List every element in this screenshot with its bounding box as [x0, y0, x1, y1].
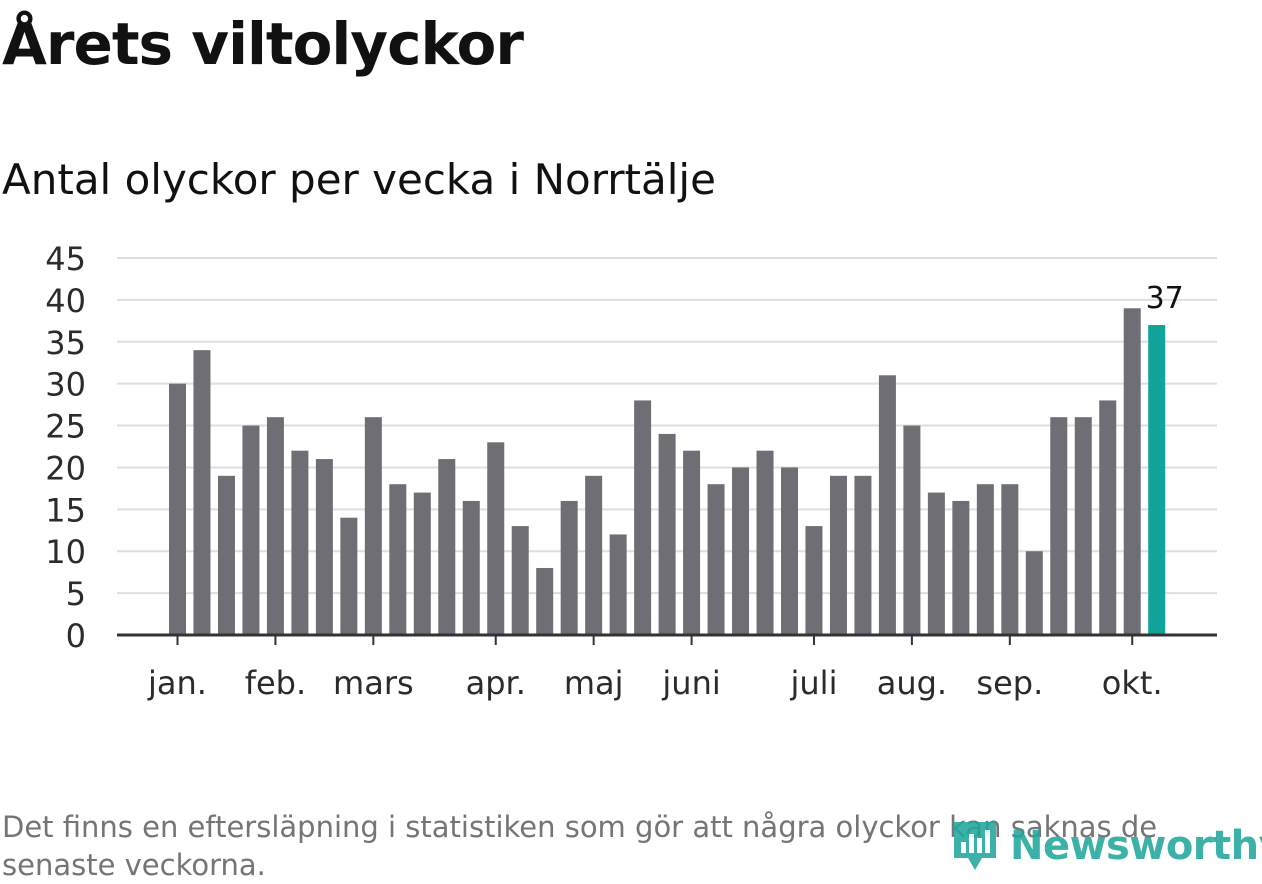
bar — [707, 484, 725, 635]
bar — [878, 375, 896, 635]
bar — [438, 459, 456, 635]
bar — [829, 475, 847, 635]
bar — [854, 475, 872, 635]
x-tick-label: juni — [661, 664, 720, 702]
bar — [413, 492, 431, 635]
bar — [976, 484, 994, 635]
y-tick-label: 20 — [45, 449, 86, 487]
bar — [1123, 308, 1141, 635]
bar — [732, 467, 750, 635]
bar — [536, 567, 554, 635]
bar — [266, 417, 284, 635]
bar — [1025, 551, 1043, 635]
bar — [683, 450, 701, 635]
x-tick-label: apr. — [466, 664, 526, 702]
bar — [511, 526, 529, 635]
bar — [1099, 400, 1117, 635]
bar — [609, 534, 627, 635]
bar — [805, 526, 823, 635]
x-tick-label: juli — [790, 664, 838, 702]
bar — [169, 383, 186, 635]
bar — [634, 400, 652, 635]
bar — [242, 425, 260, 635]
bar — [781, 467, 798, 635]
chart-subtitle: Antal olyckor per vecka i Norrtälje — [2, 155, 716, 204]
y-tick-label: 5 — [66, 575, 86, 613]
bar — [903, 425, 921, 635]
bar — [364, 417, 382, 635]
y-tick-label: 25 — [45, 408, 86, 446]
x-tick-label: feb. — [245, 664, 306, 702]
x-tick-label: aug. — [877, 664, 947, 702]
y-tick-label: 35 — [45, 324, 86, 362]
newsworthy-logo-icon — [954, 822, 996, 870]
highlight-data-label: 37 — [1146, 281, 1184, 316]
y-tick-label: 45 — [45, 240, 86, 278]
bar — [315, 459, 333, 635]
bar — [291, 450, 309, 635]
x-tick-label: mars — [333, 664, 414, 702]
x-tick-label: sep. — [976, 664, 1043, 702]
bar-layer — [169, 308, 1166, 635]
bar — [756, 450, 774, 635]
bar — [389, 484, 407, 635]
brand-logo: Newsworthy — [950, 818, 1262, 874]
y-tick-label: 15 — [45, 491, 86, 529]
bar — [585, 475, 603, 635]
bar — [927, 492, 945, 635]
x-tick-label: maj — [564, 664, 624, 702]
y-tick-label: 10 — [45, 533, 86, 571]
bar — [658, 433, 676, 635]
brand-name: Newsworthy — [1010, 823, 1262, 869]
page-title: Årets viltolyckor — [2, 10, 524, 78]
bar — [340, 517, 358, 635]
bar — [952, 500, 970, 635]
y-tick-label: 0 — [66, 617, 86, 655]
bar — [217, 475, 235, 635]
bar — [1001, 484, 1019, 635]
bar — [1050, 417, 1068, 635]
y-tick-label: 40 — [45, 282, 86, 320]
bar-highlight — [1148, 325, 1166, 635]
x-tick-label: okt. — [1102, 664, 1163, 702]
bar — [487, 442, 505, 635]
bar — [560, 500, 578, 635]
bar — [193, 350, 211, 635]
bar — [1074, 417, 1092, 635]
x-tick-label: jan. — [147, 664, 207, 702]
bar — [462, 500, 480, 635]
axis-layer — [117, 633, 1217, 645]
y-tick-label: 30 — [45, 366, 86, 404]
